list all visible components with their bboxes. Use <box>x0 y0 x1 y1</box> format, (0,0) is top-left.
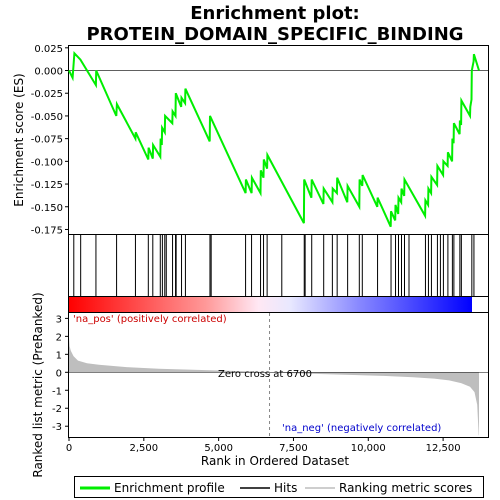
x-tick-label: 0 <box>66 443 72 454</box>
x-tick-label: 2,500 <box>130 443 159 454</box>
legend: Enrichment profile Hits Ranking metric s… <box>74 476 484 498</box>
x-tick-label: 10,000 <box>351 443 386 454</box>
ranking-heat-bar <box>69 297 472 312</box>
pos-correlated-label: 'na_pos' (positively correlated) <box>73 314 227 325</box>
es-y-tick-label: -0.150 <box>31 203 63 214</box>
metric-y-tick-label: -2 <box>52 404 62 415</box>
es-y-tick-label: -0.125 <box>31 180 63 191</box>
x-tick-label: 5,000 <box>204 443 233 454</box>
es-y-tick-label: 0.025 <box>34 44 63 55</box>
neg-correlated-label: 'na_neg' (negatively correlated) <box>282 423 441 434</box>
es-y-tick-label: -0.100 <box>31 157 63 168</box>
metric-x-axis: 0 2,500 5,000 7,500 10,000 12,500 <box>66 437 461 454</box>
enrichment-profile-line <box>68 50 480 228</box>
metric-y-tick-label: 3 <box>56 314 62 325</box>
metric-y-axis: 3 2 1 0 -1 -2 -3 <box>52 314 69 433</box>
metric-y-tick-label: 2 <box>56 332 62 343</box>
es-y-axis: 0.025 0.000 -0.025 -0.050 -0.075 -0.100 -0.125… <box>31 44 69 236</box>
es-y-tick-label: -0.175 <box>31 225 63 236</box>
ranking-metric-area <box>69 336 479 436</box>
legend-hits-label: Hits <box>274 481 297 495</box>
es-y-tick-label: -0.025 <box>31 89 63 100</box>
zero-cross-label: Zero cross at 6700 <box>218 369 312 380</box>
ranked-panel-frame <box>68 312 489 438</box>
es-y-tick-label: -0.075 <box>31 135 63 146</box>
heat-bar-right-blank <box>472 297 488 312</box>
hits-panel <box>68 234 489 297</box>
legend-enrichment-label: Enrichment profile <box>114 481 225 495</box>
es-y-axis-label: Enrichment score (ES) <box>12 73 26 206</box>
x-tick-label: 7,500 <box>279 443 308 454</box>
es-panel: 0.025 0.000 -0.025 -0.050 -0.075 -0.100 -0.125… <box>31 44 489 236</box>
es-y-tick-label: 0.000 <box>34 67 63 78</box>
x-tick-label: 12,500 <box>426 443 461 454</box>
legend-frame <box>74 476 484 498</box>
metric-y-tick-label: -1 <box>52 386 62 397</box>
metric-y-tick-label: 0 <box>56 368 62 379</box>
chart-title-line1: Enrichment plot: <box>190 3 360 24</box>
legend-ranking-label: Ranking metric scores <box>339 481 472 495</box>
x-axis-label: Rank in Ordered Dataset <box>201 454 349 468</box>
hit-lines <box>73 235 475 296</box>
chart-title-line2: PROTEIN_DOMAIN_SPECIFIC_BINDING <box>86 24 463 45</box>
metric-y-axis-label: Ranked list metric (PreRanked) <box>31 292 45 477</box>
metric-y-tick-label: -3 <box>52 422 62 433</box>
metric-y-tick-label: 1 <box>56 350 62 361</box>
es-y-tick-label: -0.050 <box>31 112 63 123</box>
